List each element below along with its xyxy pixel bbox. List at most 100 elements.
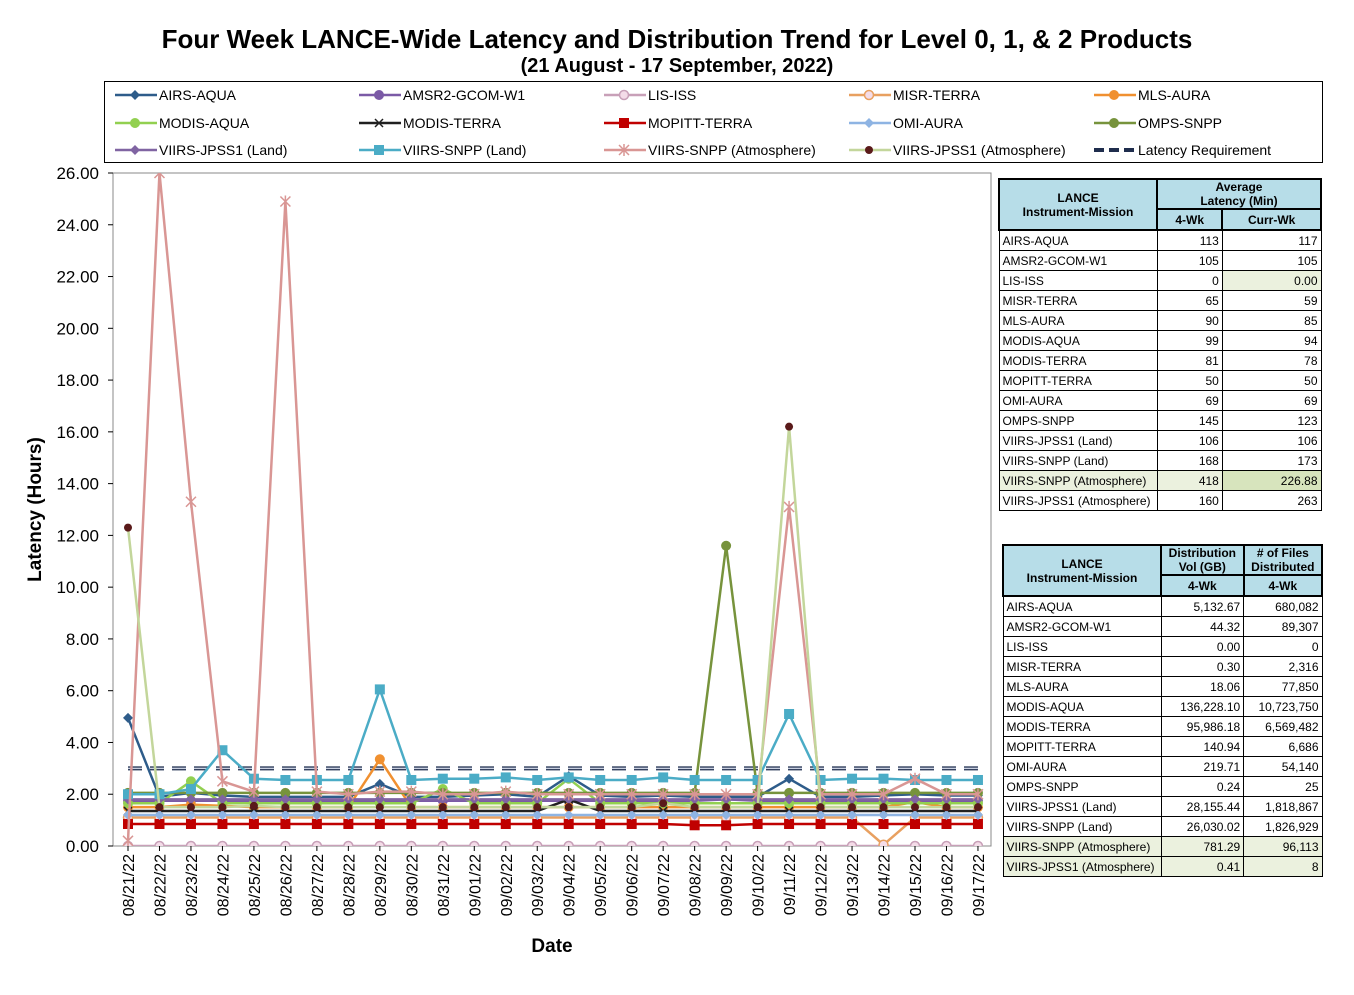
data-point bbox=[911, 803, 919, 812]
legend-swatch bbox=[604, 118, 646, 128]
data-point bbox=[626, 809, 637, 820]
legend-swatch bbox=[359, 90, 401, 100]
chart-legend: AIRS-AQUA AMSR2-GCOM-W1 LIS-ISS MISR-TERRA M… bbox=[104, 81, 1323, 163]
data-point bbox=[910, 787, 920, 798]
data-point bbox=[185, 794, 196, 805]
legend-label: VIIRS-SNPP (Land) bbox=[403, 142, 527, 158]
data-point bbox=[752, 809, 763, 820]
value-cell: 96,113 bbox=[1243, 836, 1323, 857]
x-tick-label: 09/09/22 bbox=[719, 854, 736, 916]
data-point bbox=[123, 789, 133, 800]
legend-swatch bbox=[849, 146, 891, 154]
data-point bbox=[185, 840, 197, 846]
mission-name-cell: VIIRS-JPSS1 (Land) bbox=[998, 430, 1158, 451]
value-cell: 44.32 bbox=[1160, 616, 1245, 637]
data-point bbox=[280, 774, 291, 785]
value-cell: 6,686 bbox=[1243, 736, 1323, 757]
data-point bbox=[406, 774, 417, 785]
data-point bbox=[784, 773, 795, 784]
y-tick-label: 16.00 bbox=[56, 423, 99, 442]
value-cell: 26,030.02 bbox=[1160, 816, 1245, 837]
value-cell: 145 bbox=[1156, 410, 1223, 431]
x-tick-label: 09/01/22 bbox=[467, 854, 484, 916]
data-point bbox=[595, 809, 606, 820]
dist-table-header-files: # of Files Distributed bbox=[1242, 544, 1324, 576]
value-cell: 173 bbox=[1221, 450, 1322, 471]
legend-swatch bbox=[1094, 118, 1136, 128]
data-point bbox=[124, 523, 132, 532]
data-point bbox=[469, 818, 480, 829]
data-point bbox=[940, 788, 953, 801]
data-point bbox=[311, 818, 322, 829]
table-row: VIIRS-JPSS1 (Atmosphere) 160 263 bbox=[998, 490, 1322, 511]
latency-table-col-4wk: 4-Wk bbox=[1155, 208, 1224, 231]
series-line bbox=[128, 798, 978, 813]
data-point bbox=[342, 788, 354, 801]
value-cell: 50 bbox=[1156, 370, 1223, 391]
data-point bbox=[972, 818, 983, 829]
legend-swatch bbox=[359, 118, 401, 128]
series-viirs-jpss1-atmosphere bbox=[124, 422, 982, 812]
value-cell: 90 bbox=[1156, 310, 1223, 331]
data-point bbox=[343, 818, 354, 829]
dist-table-col-files-4wk: 4-Wk bbox=[1242, 574, 1324, 597]
data-point bbox=[690, 803, 699, 812]
data-point bbox=[658, 772, 669, 783]
x-tick-label: 08/28/22 bbox=[341, 854, 358, 916]
data-point bbox=[532, 809, 543, 820]
data-point bbox=[500, 794, 511, 805]
data-point bbox=[941, 818, 952, 829]
data-point bbox=[941, 840, 952, 846]
value-cell: 0.00 bbox=[1160, 636, 1245, 657]
legend-marker bbox=[619, 118, 629, 128]
legend-swatch bbox=[359, 145, 401, 155]
value-cell: 94 bbox=[1221, 330, 1322, 351]
data-point bbox=[374, 818, 385, 829]
table-row: MOPITT-TERRA 140.94 6,686 bbox=[1002, 736, 1323, 757]
data-point bbox=[500, 840, 512, 846]
data-point bbox=[374, 778, 385, 789]
data-point bbox=[847, 773, 858, 784]
value-cell: 8 bbox=[1243, 856, 1323, 877]
data-point bbox=[658, 809, 669, 820]
data-point bbox=[123, 712, 133, 723]
table-row: VIIRS-SNPP (Land) 26,030.02 1,826,929 bbox=[1002, 816, 1323, 837]
data-point bbox=[374, 785, 386, 798]
data-point bbox=[248, 809, 259, 820]
x-tick-label: 08/29/22 bbox=[373, 854, 390, 916]
mission-name-cell: VIIRS-SNPP (Atmosphere) bbox=[998, 470, 1158, 491]
data-point bbox=[626, 818, 637, 829]
x-tick-label: 09/16/22 bbox=[939, 854, 956, 916]
data-point bbox=[909, 772, 921, 785]
value-cell: 0 bbox=[1156, 270, 1223, 291]
series-line bbox=[128, 798, 978, 802]
x-tick-label: 09/02/22 bbox=[499, 854, 516, 916]
data-point bbox=[563, 809, 574, 820]
mission-name-cell: AMSR2-GCOM-W1 bbox=[998, 250, 1158, 271]
mission-name-cell: VIIRS-JPSS1 (Atmosphere) bbox=[998, 490, 1158, 511]
dist-table-col-vol-4wk: 4-Wk bbox=[1160, 574, 1245, 597]
value-cell: 0.00 bbox=[1221, 270, 1322, 291]
mission-name-cell: VIIRS-JPSS1 (Atmosphere) bbox=[1002, 856, 1162, 877]
value-cell: 28,155.44 bbox=[1160, 796, 1245, 817]
data-point bbox=[217, 745, 228, 756]
data-point bbox=[595, 774, 606, 785]
table-row: VIIRS-SNPP (Atmosphere) 781.29 96,113 bbox=[1002, 836, 1323, 857]
table-row: MLS-AURA 90 85 bbox=[998, 310, 1322, 331]
mission-name-cell: AIRS-AQUA bbox=[1002, 595, 1162, 617]
x-tick-label: 09/03/22 bbox=[530, 854, 547, 916]
latency-table-header-mission: LANCE Instrument-Mission bbox=[998, 178, 1158, 231]
table-row: MODIS-TERRA 81 78 bbox=[998, 350, 1322, 371]
series-lis-iss bbox=[122, 840, 984, 846]
mission-name-cell: VIIRS-SNPP (Land) bbox=[1002, 816, 1162, 837]
legend-label: MISR-TERRA bbox=[893, 87, 981, 103]
series-line bbox=[128, 777, 978, 805]
y-tick-label: 22.00 bbox=[56, 268, 99, 287]
x-tick-label: 09/08/22 bbox=[688, 854, 705, 916]
data-point bbox=[311, 809, 322, 820]
latency-line-chart: 0.00 2.00 4.00 6.00 8.00 10.00 12.00 14.00 16.00… bbox=[25, 164, 992, 957]
mission-name-cell: MODIS-AQUA bbox=[1002, 696, 1162, 717]
x-tick-label: 09/04/22 bbox=[562, 854, 579, 916]
mission-name-cell: OMI-AURA bbox=[1002, 756, 1162, 777]
data-point bbox=[973, 803, 982, 812]
